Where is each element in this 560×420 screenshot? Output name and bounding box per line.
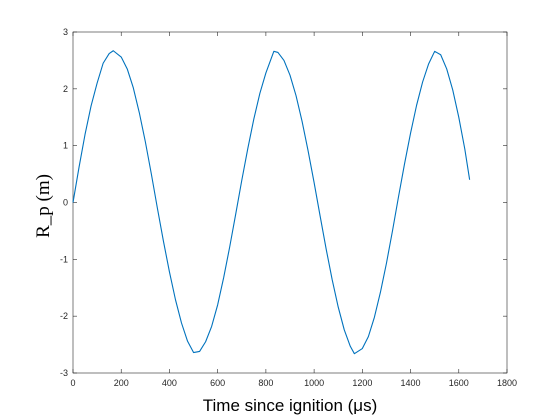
x-tick-label: 1600 bbox=[449, 378, 469, 388]
x-tick-label: 1400 bbox=[401, 378, 421, 388]
x-tick-label: 600 bbox=[210, 378, 225, 388]
x-tick-label: 1800 bbox=[497, 378, 517, 388]
x-tick-label: 1000 bbox=[304, 378, 324, 388]
y-tick-label: -2 bbox=[60, 311, 68, 321]
x-tick-label: 400 bbox=[162, 378, 177, 388]
y-tick-label: 0 bbox=[63, 198, 68, 208]
y-axis-title: R_p (m) bbox=[33, 174, 54, 238]
plot-area bbox=[73, 32, 507, 373]
axis-labels: Time since ignition (μs) R_p (m) bbox=[33, 174, 377, 415]
x-axis-title: Time since ignition (μs) bbox=[203, 396, 378, 415]
series-layer bbox=[72, 50, 471, 355]
x-tick-label: 0 bbox=[70, 378, 75, 388]
series-line bbox=[72, 50, 471, 355]
y-tick-label: -3 bbox=[60, 368, 68, 378]
y-tick-label: 3 bbox=[63, 27, 68, 37]
x-tick-label: 200 bbox=[114, 378, 129, 388]
x-tick-label: 1200 bbox=[352, 378, 372, 388]
y-tick-label: -1 bbox=[60, 254, 68, 264]
y-tick-label: 1 bbox=[63, 141, 68, 151]
y-tick-label: 2 bbox=[63, 84, 68, 94]
x-tick-label: 800 bbox=[258, 378, 273, 388]
